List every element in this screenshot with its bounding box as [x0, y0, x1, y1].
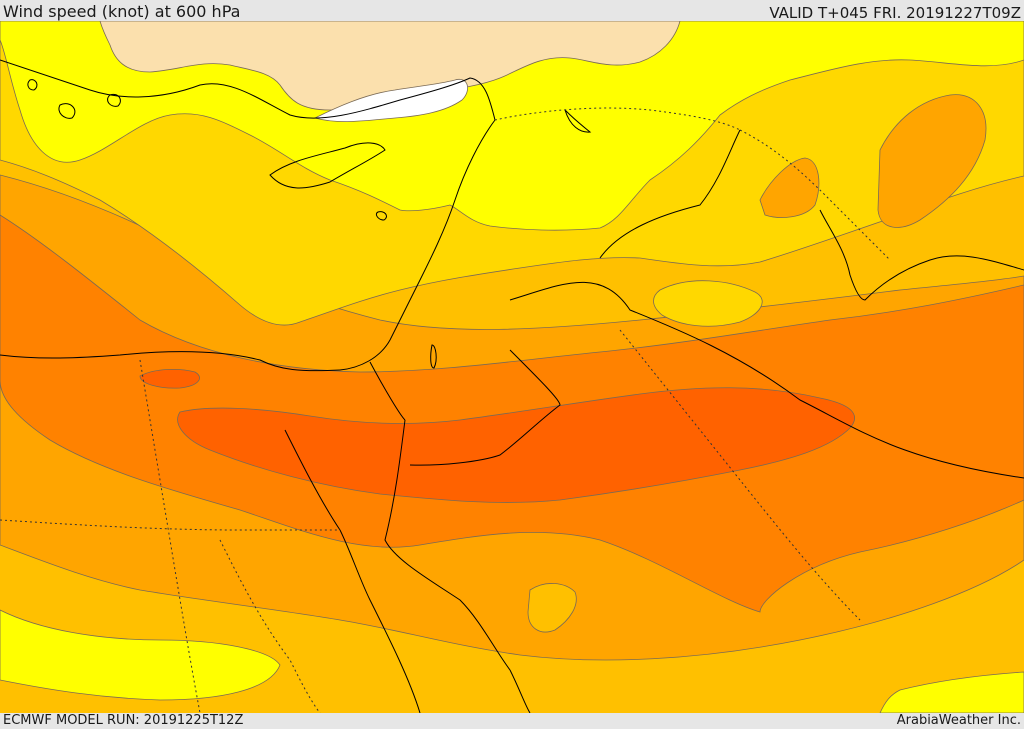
- wind-pocket-iraq: [759, 157, 820, 218]
- sinai-gulf-east: [384, 419, 531, 713]
- coastlines: [0, 59, 1024, 713]
- map-canvas: [0, 21, 1024, 713]
- dead-sea: [430, 344, 437, 369]
- turkey-coast: [0, 59, 496, 121]
- wind-band-yellow: [0, 21, 1024, 231]
- wind-pocket-arabia: [653, 280, 763, 327]
- wind-band-jet-core-west: [139, 368, 200, 389]
- border-iraq-north: [599, 129, 741, 259]
- footer-bar: ECMWF MODEL RUN: 20191225T12Z ArabiaWeat…: [0, 713, 1024, 729]
- wind-pocket-yellow-south: [0, 609, 281, 701]
- wind-pocket-iran: [877, 94, 987, 228]
- caspian-lake-van: [564, 109, 592, 133]
- wind-band-jet-core: [177, 387, 855, 503]
- border-egypt-sudan: [0, 519, 340, 531]
- political-borders: [0, 107, 891, 713]
- island-crete-1: [58, 103, 76, 119]
- border-egypt-libya: [139, 359, 201, 713]
- wind-speed-map: [0, 21, 1024, 713]
- cyprus: [269, 142, 386, 189]
- credit-label: ArabiaWeather Inc.: [896, 713, 1021, 728]
- island-generic: [27, 79, 38, 91]
- egypt-coast: [0, 351, 341, 372]
- border-jordan-saudi: [409, 349, 561, 466]
- levant-coast: [339, 119, 496, 371]
- wind-pocket-red-sea: [527, 583, 577, 633]
- map-title: Wind speed (knot) at 600 hPa: [3, 2, 241, 21]
- border-sudan-south: [219, 539, 321, 713]
- persian-gulf-coast: [819, 209, 1024, 301]
- national-borders: [369, 129, 1024, 479]
- sinai-gulf-west: [284, 429, 421, 713]
- island-rhodes: [107, 93, 121, 107]
- border-egypt-israel: [369, 361, 406, 421]
- valid-time: VALID T+045 FRI. 20191227T09Z: [769, 4, 1021, 22]
- border-saudi-iraq: [509, 281, 1024, 479]
- island-cyprus-small: [375, 211, 387, 221]
- aegean-islands: [27, 79, 387, 221]
- wind-band-white: [313, 78, 469, 122]
- model-run-label: ECMWF MODEL RUN: 20191225T12Z: [3, 713, 244, 728]
- header-bar: Wind speed (knot) at 600 hPa VALID T+045…: [0, 0, 1024, 21]
